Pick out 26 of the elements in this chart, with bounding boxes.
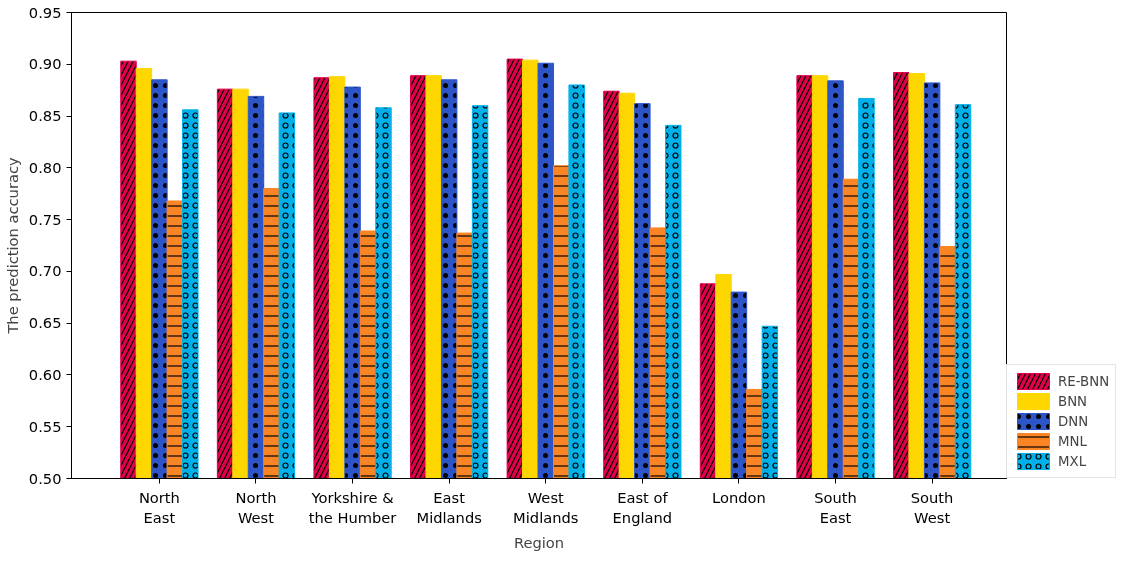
y-tick-label: 0.70: [28, 262, 62, 280]
y-tick-label: 0.55: [28, 417, 62, 435]
y-tick-label: 0.65: [28, 314, 62, 332]
y-tick-label: 0.85: [28, 107, 62, 125]
legend-label: MNL: [1058, 433, 1087, 449]
y-tick-label: 0.50: [28, 469, 62, 487]
x-tick-label: East of England: [612, 488, 673, 526]
legend-label: MXL: [1058, 453, 1087, 469]
x-tick-label: West Midlands: [513, 488, 579, 526]
y-tick-label: 0.95: [28, 3, 62, 21]
x-tick-label: London: [712, 488, 766, 506]
x-axis-title: Region: [513, 533, 565, 551]
x-tick-label: South East: [814, 488, 857, 526]
y-tick-label: 0.90: [28, 55, 62, 73]
legend-label: BNN: [1058, 393, 1088, 409]
legend-label: RE-BNN: [1058, 373, 1110, 389]
y-tick-label: 0.80: [28, 158, 62, 176]
x-tick-label: North West: [235, 488, 277, 526]
y-tick-label: 0.75: [28, 210, 62, 228]
x-tick-label: Yorkshire & the Humber: [308, 488, 398, 526]
y-axis-title: The prediction accuracy: [3, 157, 21, 335]
x-tick-label: North East: [138, 488, 180, 526]
x-tick-label: South West: [910, 488, 954, 526]
y-tick-label: 0.60: [28, 365, 62, 383]
x-tick-label: East Midlands: [416, 488, 482, 526]
legend-label: DNN: [1058, 413, 1089, 429]
